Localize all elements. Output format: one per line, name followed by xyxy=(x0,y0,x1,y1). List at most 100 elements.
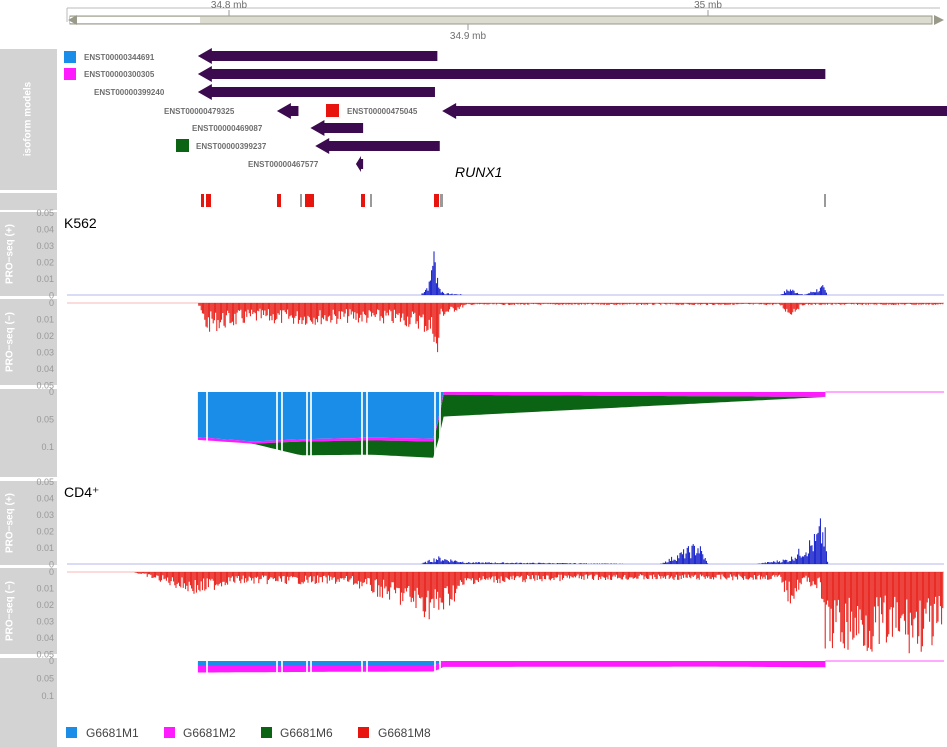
panel-title-bars: isoform models PRO−seq (+) PRO−seq (−) P… xyxy=(0,49,57,747)
exon-mark xyxy=(300,194,302,207)
exon-mark xyxy=(370,194,372,207)
isoform-arrow-ENST00000475045 xyxy=(442,103,947,119)
tick-label-cd4-plus-5: 0 xyxy=(49,560,54,570)
k562-pro-seq-minus-track xyxy=(67,302,944,353)
tick-label-k562-plus-5: 0 xyxy=(49,291,54,301)
k562-plus-bar xyxy=(0,212,57,296)
exon-mark xyxy=(201,194,204,207)
isoform-label-ENST00000479325: ENST00000479325 xyxy=(164,107,235,116)
cd4-plus-signal-bars xyxy=(421,518,829,564)
isoform-arrow-ENST00000399237 xyxy=(315,138,440,154)
k562-iso-exon-gap-6 xyxy=(366,392,368,472)
axis-right-arrowhead xyxy=(934,15,944,25)
tick-label-k562-plus-0: 0.05 xyxy=(36,208,54,218)
tick-label-k562-minus-0: 0 xyxy=(49,298,54,308)
tick-label-cd4-minus-0: 0 xyxy=(49,567,54,577)
k562-iso-exon-gap-5 xyxy=(361,392,363,472)
k562-minus-signal-bars xyxy=(198,303,944,353)
isoform-arrow-ENST00000399240 xyxy=(197,84,435,100)
tick-label-cd4-plus-4: 0.01 xyxy=(36,543,54,553)
isoform-swatch-M6 xyxy=(176,139,189,152)
exon-mark xyxy=(305,194,314,207)
tick-label-cd4-plus-2: 0.03 xyxy=(36,510,54,520)
exon-mark xyxy=(824,194,826,207)
k562-minus-label: PRO−seq (−) xyxy=(5,312,16,372)
viewport-highlight xyxy=(70,17,200,23)
tick-label-k562-plus-2: 0.03 xyxy=(36,241,54,251)
k562-iso-exon-gap-1 xyxy=(276,392,278,472)
k562-iso-exon-gap-7 xyxy=(434,392,436,472)
cd4-minus-label: PRO−seq (−) xyxy=(5,581,16,641)
k562-iso-exon-gap-3 xyxy=(306,392,308,472)
tick-label-k562-minus-3: 0.03 xyxy=(36,348,54,358)
isoform-models-label: isoform models xyxy=(23,81,34,156)
legend-swatch-M2 xyxy=(164,727,175,738)
tick-label-cd4-iso-2: 0.1 xyxy=(41,691,54,701)
cd4-minus-signal-bars xyxy=(134,572,944,654)
k562-iso-exon-gap-4 xyxy=(310,392,312,472)
tick-label-k562-plus-4: 0.01 xyxy=(36,274,54,284)
model-legend: G6681M1 G6681M2 G6681M6 G6681M8 xyxy=(66,726,431,740)
cd4-iso-area-G6681M2 xyxy=(197,661,826,673)
cd4-iso-exon-gap-2 xyxy=(281,661,283,741)
tick-label-k562-minus-1: 0.01 xyxy=(36,315,54,325)
tick-label-k562-plus-3: 0.02 xyxy=(36,258,54,268)
cd4-plus-label: PRO−seq (+) xyxy=(5,493,16,553)
sample-label-cd4: CD4⁺ xyxy=(64,484,99,500)
exon-mark xyxy=(277,194,281,207)
isoform-arrow-ENST00000479325 xyxy=(276,103,299,119)
cd4-iso-exon-gap-1 xyxy=(276,661,278,741)
exon-mark xyxy=(434,194,439,207)
cd4-pro-seq-minus-track xyxy=(67,571,944,654)
k562-isoform-expression-track xyxy=(197,391,944,472)
k562-iso-exon-gap-8 xyxy=(439,392,441,472)
cd4-iso-exon-gap-6 xyxy=(366,661,368,741)
isoform-label-ENST00000344691: ENST00000344691 xyxy=(84,53,155,62)
tick-label-cd4-minus-1: 0.01 xyxy=(36,584,54,594)
tick-label-k562-iso-1: 0.05 xyxy=(36,415,54,425)
isoform-label-ENST00000467577: ENST00000467577 xyxy=(248,160,319,169)
isoform-arrow-ENST00000467577 xyxy=(355,156,364,172)
cd4-iso-exon-gap-8 xyxy=(439,661,441,741)
isoform-swatch-M8 xyxy=(326,104,339,117)
isoform-arrow-ENST00000469087 xyxy=(310,120,364,136)
legend-bar xyxy=(0,718,57,747)
exon-mark xyxy=(440,194,443,207)
tick-label-k562-minus-4: 0.04 xyxy=(36,364,54,374)
tick-label-cd4-minus-2: 0.02 xyxy=(36,600,54,610)
k562-iso-area-G6681M6 xyxy=(197,394,826,458)
axis-tick-label-34-9: 34.9 mb xyxy=(450,31,487,42)
isoform-swatch-M2 xyxy=(64,68,76,80)
isoform-arrows xyxy=(197,48,947,172)
tick-label-k562-iso-0: 0 xyxy=(49,387,54,397)
tick-label-k562-minus-2: 0.02 xyxy=(36,331,54,341)
cd4-plus-bar xyxy=(0,481,57,565)
k562-isoform-bar xyxy=(0,389,57,477)
cd4-iso-exon-gap-7 xyxy=(434,661,436,741)
genome-axis: 34.8 mb 34.9 mb 35 mb xyxy=(66,0,944,42)
k562-iso-exon-gap-2 xyxy=(281,392,283,472)
cd4-iso-exon-gap-5 xyxy=(361,661,363,741)
k562-minus-bar xyxy=(0,299,57,385)
cd4-iso-exon-gap-4 xyxy=(310,661,312,741)
legend-label-M8: G6681M8 xyxy=(378,726,431,740)
axis-tick-label-35: 35 mb xyxy=(694,0,722,11)
k562-iso-area-G6681M1 xyxy=(197,392,826,442)
tick-label-k562-minus-5: 0.05 xyxy=(36,381,54,391)
legend-label-M2: G6681M2 xyxy=(183,726,236,740)
cd4-iso-exon-gap-3 xyxy=(306,661,308,741)
isoform-label-ENST00000399237: ENST00000399237 xyxy=(196,142,267,151)
isoform-label-ENST00000469087: ENST00000469087 xyxy=(192,124,263,133)
isoform-swatch-M1 xyxy=(64,51,76,63)
sample-label-k562: K562 xyxy=(64,215,97,231)
track-tick-labels: 0.050.040.030.020.01000.010.020.030.040.… xyxy=(36,208,54,701)
tick-label-cd4-iso-1: 0.05 xyxy=(36,674,54,684)
cd4-pro-seq-plus-track xyxy=(67,518,944,565)
isoform-models-track: ENST00000344691 ENST00000300305 ENST0000… xyxy=(64,48,947,180)
exon-mark xyxy=(206,194,211,207)
tick-label-cd4-plus-0: 0.05 xyxy=(36,477,54,487)
tick-label-cd4-minus-3: 0.03 xyxy=(36,617,54,627)
cd4-isoform-expression-track xyxy=(197,660,944,741)
exon-strip-bar xyxy=(0,193,57,210)
